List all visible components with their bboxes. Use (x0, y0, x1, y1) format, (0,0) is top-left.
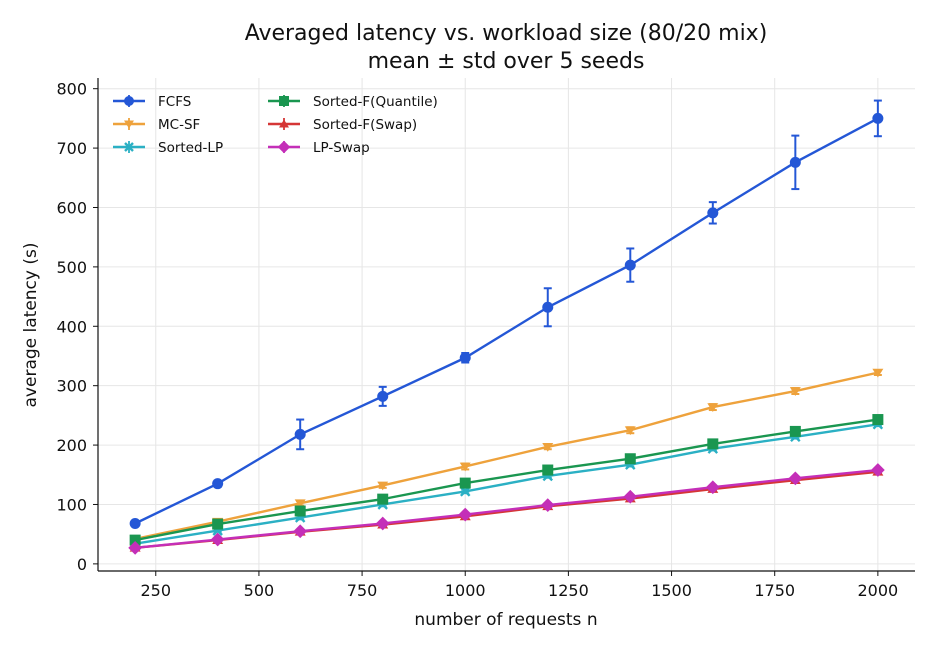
data-point-circle (212, 478, 224, 490)
data-point-square (542, 464, 554, 476)
y-tick-label: 600 (56, 198, 87, 217)
data-point-square (129, 534, 141, 546)
data-point-diamond (623, 489, 638, 504)
data-point-triangle-down (377, 481, 389, 491)
series-lp-swap (128, 463, 885, 555)
data-point-diamond (277, 140, 291, 154)
y-tick-label: 300 (56, 377, 87, 396)
data-point-diamond (458, 507, 473, 522)
data-point-square (624, 453, 636, 465)
x-axis-label: number of requests n (414, 610, 597, 630)
series-mc-sf (129, 368, 884, 544)
series-line (135, 468, 878, 550)
data-point-square (279, 96, 289, 106)
data-point-square (212, 518, 224, 530)
y-tick-label: 500 (56, 258, 87, 277)
data-point-circle (542, 301, 554, 313)
grid-lines (98, 78, 915, 571)
data-point-square (789, 425, 801, 437)
y-tick-label: 200 (56, 436, 87, 455)
data-point-diamond (375, 516, 390, 531)
x-tick-label: 2000 (858, 581, 899, 600)
legend-label: Sorted-F(Swap) (313, 117, 417, 133)
data-point-diamond (210, 532, 225, 547)
data-point-circle (294, 428, 306, 440)
data-point-triangle-up (279, 119, 289, 128)
data-point-square (872, 414, 884, 426)
data-point-x (124, 142, 134, 152)
series-fcfs (129, 99, 884, 529)
chart-title: Averaged latency vs. workload size (80/2… (245, 21, 768, 46)
data-point-triangle-down (789, 387, 801, 396)
data-point-triangle-down (624, 426, 636, 436)
x-tick-label: 1500 (651, 581, 692, 600)
data-point-diamond (788, 471, 803, 486)
x-tick-label: 1000 (445, 581, 486, 600)
y-tick-label: 400 (56, 317, 87, 336)
data-point-circle (129, 517, 141, 529)
data-point-circle (624, 259, 636, 271)
data-point-triangle-down (542, 443, 554, 452)
y-tick-label: 100 (56, 495, 87, 514)
x-tick-label: 1250 (548, 581, 589, 600)
data-point-square (294, 505, 306, 517)
y-tick-label: 800 (56, 80, 87, 99)
series-line (134, 418, 879, 542)
series-layer (128, 99, 885, 555)
legend-label: Sorted-LP (158, 140, 223, 156)
legend-item-sorted-f-swap: Sorted-F(Swap) (268, 117, 417, 133)
data-point-triangle-down (124, 120, 134, 129)
data-point-circle (789, 156, 801, 168)
x-tick-label: 250 (140, 581, 171, 600)
legend-item-sorted-f-quantile: Sorted-F(Quantile) (268, 94, 438, 110)
data-point-square (377, 493, 389, 505)
data-point-diamond (128, 540, 143, 555)
chart-subtitle: mean ± std over 5 seeds (368, 49, 645, 74)
legend-item-sorted-lp: Sorted-LP (113, 140, 223, 156)
axes (93, 78, 915, 576)
data-point-triangle-down (872, 368, 884, 378)
x-tick-label: 500 (244, 581, 275, 600)
y-tick-label: 700 (56, 139, 87, 158)
series-line (134, 423, 879, 545)
series-line (134, 117, 879, 525)
data-point-diamond (870, 463, 885, 477)
data-point-diamond (540, 498, 555, 512)
data-point-diamond (705, 480, 720, 495)
data-point-circle (377, 390, 389, 402)
data-point-circle (707, 207, 719, 219)
x-tick-label: 1750 (754, 581, 795, 600)
legend-label: LP-Swap (313, 140, 370, 156)
legend: FCFS MC-SF Sorted-LP Sorted-F(Quantile) Sort… (113, 94, 438, 156)
data-point-square (459, 477, 471, 489)
y-axis-label: average latency (s) (21, 243, 41, 408)
data-point-circle (124, 96, 134, 106)
legend-label: FCFS (158, 94, 191, 110)
series-line (134, 371, 879, 541)
legend-item-fcfs: FCFS (113, 94, 191, 110)
legend-label: Sorted-F(Quantile) (313, 94, 438, 110)
data-point-diamond (293, 524, 308, 539)
legend-label: MC-SF (158, 117, 200, 133)
x-tick-label: 750 (347, 581, 378, 600)
data-point-square (707, 438, 719, 450)
data-point-circle (872, 112, 884, 124)
data-point-circle (459, 352, 471, 364)
legend-item-mc-sf: MC-SF (113, 117, 200, 133)
series-sorted-f-quantile (129, 414, 884, 546)
data-point-triangle-down (294, 499, 306, 509)
tick-labels: 250 500 750 1000 1250 1500 1750 2000 0 100 200 300 4… (56, 80, 898, 600)
y-tick-label: 0 (77, 555, 87, 574)
data-point-triangle-down (459, 462, 471, 472)
legend-item-lp-swap: LP-Swap (268, 140, 370, 156)
data-point-triangle-down (707, 403, 719, 413)
